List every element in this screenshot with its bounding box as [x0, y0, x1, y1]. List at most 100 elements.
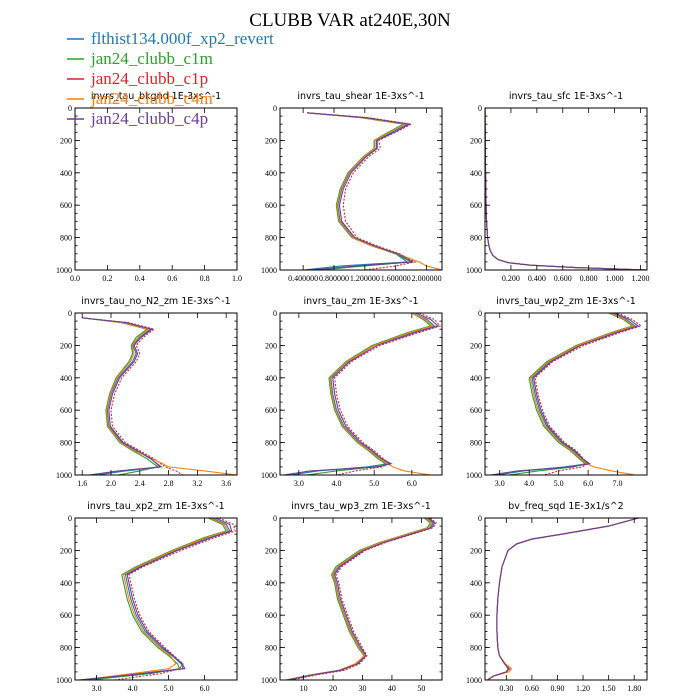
x-tick-label: 5.0: [164, 684, 174, 693]
y-tick-label: 0: [478, 104, 482, 113]
series-line-jan24_clubb_c1p: [306, 112, 417, 270]
y-tick-label: 1000: [56, 676, 72, 685]
legend-entry-4: jan24_clubb_c4m: [67, 89, 213, 108]
panel-3: invrs_tau_sfc 1E-3xs^-1 0 200 400 600 800 1000…: [466, 91, 650, 283]
y-tick-label: 1000: [56, 471, 72, 480]
panel-title: invrs_tau_no_N2_zm 1E-3xs^-1: [81, 296, 230, 307]
panel-title: invrs_tau_shear 1E-3xs^-1: [297, 91, 424, 102]
series-line-jan24_clubb_c1p: [114, 518, 236, 680]
x-tick-label: 6.0: [583, 479, 593, 488]
panel-6-series: [490, 313, 643, 475]
y-tick-label: 600: [60, 406, 72, 415]
y-tick-label: 800: [470, 644, 482, 653]
panel-title: invrs_tau_bkgnd 1E-3xs^-1: [91, 91, 221, 102]
x-tick-label: 1.80: [627, 684, 641, 693]
x-tick-label: 0.90: [550, 684, 564, 693]
series-line-jan24_clubb_c1p: [291, 518, 437, 680]
panel-title: bv_freq_sqd 1E-3x1/s^2: [508, 501, 623, 512]
x-tick-label: 1.000: [606, 274, 624, 283]
y-tick-label: 600: [470, 406, 482, 415]
x-tick-label: 2.000000: [412, 274, 442, 283]
x-tick-label: 3.2: [192, 479, 202, 488]
panel-frame: [74, 107, 238, 271]
series-line-jan24_clubb_c4m: [306, 112, 442, 270]
y-tick-label: 1000: [261, 471, 277, 480]
x-tick-label: 0.60: [525, 684, 539, 693]
x-tick-label: 4.0: [332, 479, 342, 488]
y-tick-label: 0: [273, 514, 277, 523]
series-line-jan24_clubb_c4p: [287, 518, 436, 680]
y-tick-label: 0: [68, 514, 72, 523]
series-line-jan24_clubb_c4p: [485, 108, 647, 270]
panel-5-series: [283, 313, 442, 475]
x-tick-label: 0.4: [135, 274, 145, 283]
series-line-flthist134.000f_xp2_revert: [285, 518, 434, 680]
x-tick-label: 1.50: [602, 684, 616, 693]
y-tick-label: 400: [60, 579, 72, 588]
series-line-jan24_clubb_c4p: [487, 518, 639, 680]
series-line-jan24_clubb_c1m: [306, 313, 432, 475]
series-line-jan24_clubb_c1p: [487, 518, 639, 680]
series-line-jan24_clubb_c1p: [534, 313, 643, 475]
y-tick-label: 1000: [466, 676, 482, 685]
series-line-jan24_clubb_c4p: [82, 317, 162, 475]
panel-1: invrs_tau_bkgnd 1E-3xs^-1 0 200 400 600 800 10…: [56, 91, 242, 283]
series-line-jan24_clubb_c1p: [82, 317, 184, 475]
panel-4: invrs_tau_no_N2_zm 1E-3xs^-1 0 200 400 600 80…: [56, 296, 238, 488]
x-tick-label: 5.0: [554, 479, 564, 488]
y-tick-label: 800: [60, 439, 72, 448]
series-line-jan24_clubb_c1m: [89, 518, 228, 680]
x-tick-label: 1.20: [576, 684, 590, 693]
y-tick-label: 200: [60, 136, 72, 145]
y-tick-label: 400: [470, 169, 482, 178]
x-tick-label: 6.0: [407, 479, 417, 488]
x-tick-label: 0.6: [167, 274, 177, 283]
y-tick-label: 800: [470, 439, 482, 448]
y-tick-label: 400: [265, 579, 277, 588]
y-tick-label: 200: [60, 341, 72, 350]
panel-3-series: [485, 108, 647, 270]
series-line-jan24_clubb_c4p: [490, 313, 640, 475]
x-tick-label: 1.6: [77, 479, 87, 488]
series-line-flthist134.000f_xp2_revert: [487, 518, 639, 680]
x-tick-label: 0.8: [200, 274, 210, 283]
y-tick-label: 200: [265, 341, 277, 350]
y-tick-label: 1000: [466, 266, 482, 275]
series-line-jan24_clubb_c1m: [485, 108, 647, 270]
x-tick-label: 1.200: [632, 274, 650, 283]
y-tick-label: 400: [265, 374, 277, 383]
x-tick-label: 0.400000: [288, 274, 318, 283]
y-tick-label: 800: [470, 234, 482, 243]
series-line-flthist134.000f_xp2_revert: [291, 313, 436, 475]
y-tick-label: 400: [470, 374, 482, 383]
panel-frame: [74, 312, 238, 476]
panel-8-series: [285, 518, 437, 680]
series-line-jan24_clubb_c4m: [329, 313, 434, 475]
x-tick-label: 5.0: [369, 479, 379, 488]
legend-label: jan24_clubb_c1m: [90, 49, 213, 68]
series-line-flthist134.000f_xp2_revert: [78, 518, 231, 680]
panel-2-series: [303, 112, 442, 270]
panel-8: invrs_tau_wp3_zm 1E-3xs^-1 0 200 400 600 800 1…: [261, 501, 443, 693]
x-tick-label: 50: [417, 684, 425, 693]
y-tick-label: 600: [265, 406, 277, 415]
y-tick-label: 600: [60, 611, 72, 620]
x-tick-label: 7.0: [613, 479, 623, 488]
series-line-jan24_clubb_c4p: [283, 313, 440, 475]
legend-label: jan24_clubb_c4p: [90, 109, 208, 128]
legend-entry-3: jan24_clubb_c1p: [67, 69, 208, 88]
series-line-flthist134.000f_xp2_revert: [82, 317, 163, 475]
y-tick-label: 200: [470, 341, 482, 350]
x-tick-label: 2.4: [135, 479, 145, 488]
x-tick-label: 6.0: [200, 684, 210, 693]
legend-label: flthist134.000f_xp2_revert: [91, 29, 274, 48]
legend: flthist134.000f_xp2_revertjan24_clubb_c1…: [67, 29, 274, 128]
x-tick-label: 0.30: [499, 684, 513, 693]
series-line-jan24_clubb_c4p: [80, 518, 233, 680]
x-tick-label: 0.400: [528, 274, 546, 283]
x-tick-label: 30: [358, 684, 366, 693]
y-tick-label: 0: [478, 514, 482, 523]
x-tick-label: 3.0: [495, 479, 505, 488]
x-tick-label: 0.600: [554, 274, 572, 283]
panel-title: invrs_tau_xp2_zm 1E-3xs^-1: [87, 501, 224, 512]
